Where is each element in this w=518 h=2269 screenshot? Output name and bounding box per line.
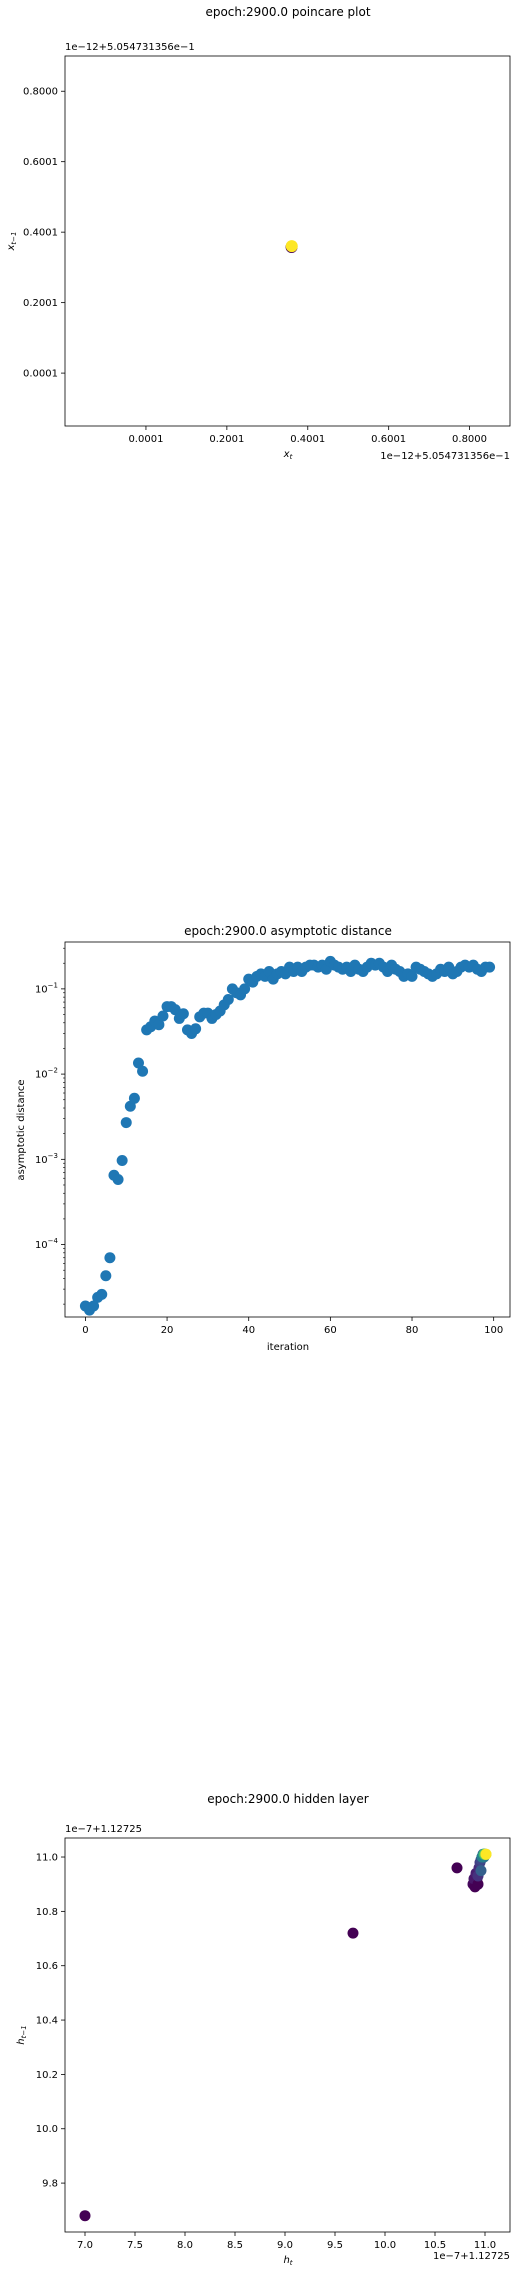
scatter-point	[100, 1270, 112, 1282]
x-tick-label: 9.0	[277, 2240, 293, 2251]
x-tick-label: 7.0	[77, 2240, 93, 2251]
scatter-point	[116, 1154, 128, 1166]
y-tick-label: 0.0001	[23, 369, 58, 380]
y-tick-label: 10.4	[36, 2016, 58, 2027]
x-tick-label: 11.0	[474, 2240, 496, 2251]
chart-title: epoch:2900.0 poincare plot	[205, 5, 370, 19]
y-tick-label: 10.0	[36, 2124, 58, 2135]
y-axis-label: asymptotic distance	[16, 1079, 27, 1180]
x-axis-label: xt	[283, 449, 293, 460]
y-tick-base: 10	[35, 1155, 48, 1166]
x-tick-label: 0	[82, 1325, 88, 1336]
scatter-point	[480, 1848, 492, 1860]
scatter-point	[169, 1004, 181, 1016]
x-tick-label: 8.0	[177, 2240, 193, 2251]
asymptotic-distance-chart: epoch:2900.0 asymptotic distance 10−410−…	[16, 924, 511, 1353]
x-tick-label: 0.8000	[452, 434, 487, 445]
y-tick-label: 0.4001	[23, 228, 58, 239]
y-tick-base: 10	[35, 1070, 48, 1081]
scatter-point	[347, 1927, 359, 1939]
y-tick-label: 10−4	[35, 1237, 59, 1251]
scatter-point	[177, 1008, 189, 1020]
y-tick-label: 0.8000	[23, 87, 58, 98]
blank-spacer	[0, 1370, 518, 1787]
y-tick-base: 10	[35, 1240, 48, 1251]
y-tick-label: 10.8	[36, 1907, 58, 1918]
plot-frame	[64, 941, 511, 1318]
scatter-point	[222, 994, 234, 1006]
y-axis-label: xt−1	[6, 232, 18, 252]
scatter-point	[157, 1010, 169, 1022]
y-tick-label: 10−2	[35, 1067, 58, 1081]
x-tick-label: 0.4001	[290, 434, 325, 445]
x-tick-label: 0.0001	[128, 434, 163, 445]
y-axis-label: ht−1	[16, 2025, 28, 2044]
y-tick-exponent: −4	[48, 1237, 59, 1245]
y-tick-label: 11.0	[36, 1853, 58, 1864]
x-tick-label: 80	[406, 1325, 419, 1336]
scatter-point	[406, 970, 418, 982]
poincare-plot-chart: epoch:2900.0 poincare plot 1e−12+5.05473…	[6, 5, 511, 460]
scatter-point	[128, 1092, 140, 1104]
scatter-point	[153, 1019, 165, 1031]
x-axis-label: ht	[283, 2255, 292, 2267]
x-tick-label: 20	[161, 1325, 174, 1336]
scatter-point	[451, 1862, 463, 1874]
scatter-point	[96, 1288, 108, 1300]
y-tick-label: 10−3	[35, 1152, 58, 1166]
plot-frame	[64, 55, 511, 427]
y-tick-label: 10.2	[36, 2070, 58, 2081]
x-tick-label: 10.0	[374, 2240, 396, 2251]
x-tick-label: 7.5	[127, 2240, 143, 2251]
scatter-point	[285, 240, 298, 253]
y-tick-label: 10.6	[36, 1961, 58, 1972]
chart-title: epoch:2900.0 hidden layer	[207, 1792, 369, 1806]
scatter-point	[484, 961, 496, 973]
y-tick-base: 10	[35, 984, 48, 995]
x-offset-text: 1e−12+5.054731356e−1	[380, 451, 510, 460]
y-tick-exponent: −2	[48, 1067, 58, 1075]
scatter-point	[475, 1865, 487, 1877]
scatter-point	[190, 1023, 202, 1035]
scatter-point	[112, 1173, 124, 1185]
x-tick-label: 60	[324, 1325, 337, 1336]
x-tick-label: 0.6001	[371, 434, 406, 445]
x-tick-label: 9.5	[327, 2240, 343, 2251]
x-tick-label: 8.5	[227, 2240, 243, 2251]
scatter-point	[88, 1300, 100, 1312]
scatter-point	[120, 1117, 132, 1129]
y-tick-exponent: −3	[48, 1152, 58, 1160]
scatter-point	[132, 1057, 144, 1069]
scatter-point	[472, 1878, 484, 1890]
x-tick-label: 0.2001	[209, 434, 244, 445]
y-offset-text: 1e−12+5.054731356e−1	[65, 42, 195, 53]
x-axis-label: iteration	[267, 1342, 309, 1353]
y-offset-text: 1e−7+1.12725	[65, 1824, 142, 1835]
y-tick-label: 0.6001	[23, 157, 58, 168]
x-tick-label: 40	[242, 1325, 255, 1336]
blank-spacer	[0, 460, 518, 920]
x-tick-label: 10.5	[424, 2240, 446, 2251]
scatter-point	[104, 1252, 116, 1264]
y-tick-label: 9.8	[42, 2179, 58, 2190]
y-tick-label: 10−1	[35, 981, 58, 995]
scatter-point	[79, 2210, 91, 2222]
plot-frame	[64, 1837, 511, 2233]
chart-title: epoch:2900.0 asymptotic distance	[184, 924, 392, 938]
y-tick-exponent: −1	[48, 981, 58, 989]
x-tick-label: 100	[484, 1325, 503, 1336]
scatter-point	[137, 1065, 149, 1077]
hidden-layer-chart: epoch:2900.0 hidden layer 1e−7+1.12725 9…	[16, 1792, 511, 2267]
y-tick-label: 0.2001	[23, 298, 58, 309]
scatter-point	[239, 983, 251, 995]
x-offset-text: 1e−7+1.12725	[433, 2251, 510, 2262]
